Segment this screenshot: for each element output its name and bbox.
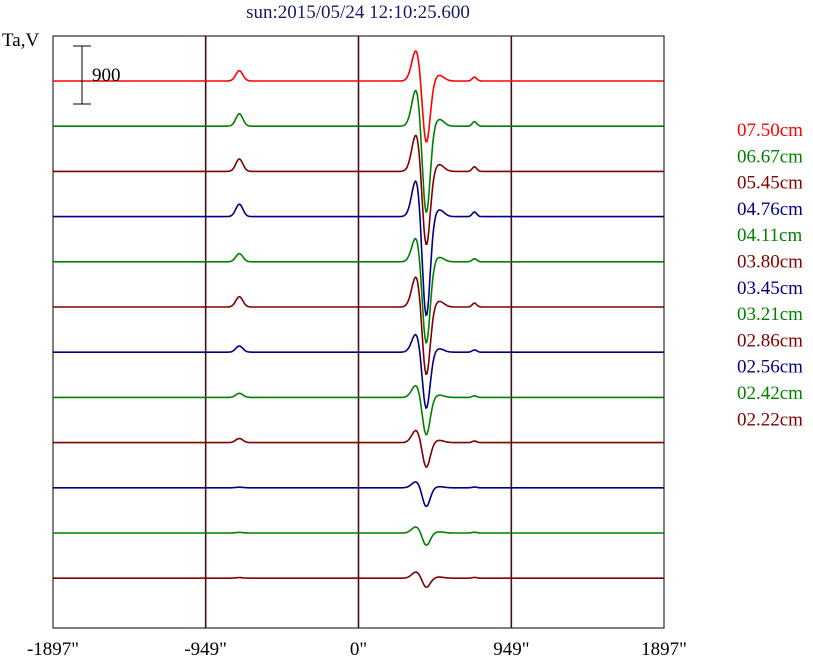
traces [53,50,664,589]
scale-bar-label: 900 [92,65,121,86]
gridlines [204,36,513,628]
legend: 07.50cm 06.67cm 05.45cm 04.76cm 04.11cm 03.80… [737,120,803,430]
series-line-4 [53,237,664,345]
series-line-1 [53,89,664,214]
legend-entry-3: 04.76cm [737,199,803,220]
legend-entry-0: 07.50cm [737,120,803,141]
series-line-6 [53,333,664,410]
x-tick-label-2: 0" [350,639,367,660]
series-line-10 [53,526,664,546]
legend-entry-1: 06.67cm [737,146,803,167]
legend-entry-11: 02.22cm [737,409,803,430]
x-tick-label-4: 1897" [641,639,687,660]
x-tick-labels: -1897" -949" 0" 949" 1897" [27,639,687,660]
x-tick-label-3: 949" [493,639,529,660]
series-line-2 [53,134,664,246]
series-line-3 [53,179,664,317]
series-line-11 [53,571,664,589]
legend-entry-8: 02.86cm [737,330,803,351]
legend-entry-7: 03.21cm [737,304,803,325]
series-line-7 [53,384,664,436]
scale-bar: 900 [73,45,121,105]
legend-entry-6: 03.45cm [737,278,803,299]
legend-entry-9: 02.56cm [737,357,803,378]
legend-entry-4: 04.11cm [737,225,802,246]
series-line-5 [53,276,664,376]
series-line-9 [53,481,664,508]
chart-title: sun:2015/05/24 12:10:25.600 [246,2,470,23]
series-line-8 [53,429,664,468]
legend-entry-10: 02.42cm [737,383,803,404]
x-tick-label-1: -949" [184,639,227,660]
series-line-0 [53,50,664,143]
y-axis-label: Ta,V [2,30,40,51]
x-tick-label-0: -1897" [27,639,79,660]
legend-entry-5: 03.80cm [737,252,803,273]
legend-entry-2: 05.45cm [737,173,803,194]
